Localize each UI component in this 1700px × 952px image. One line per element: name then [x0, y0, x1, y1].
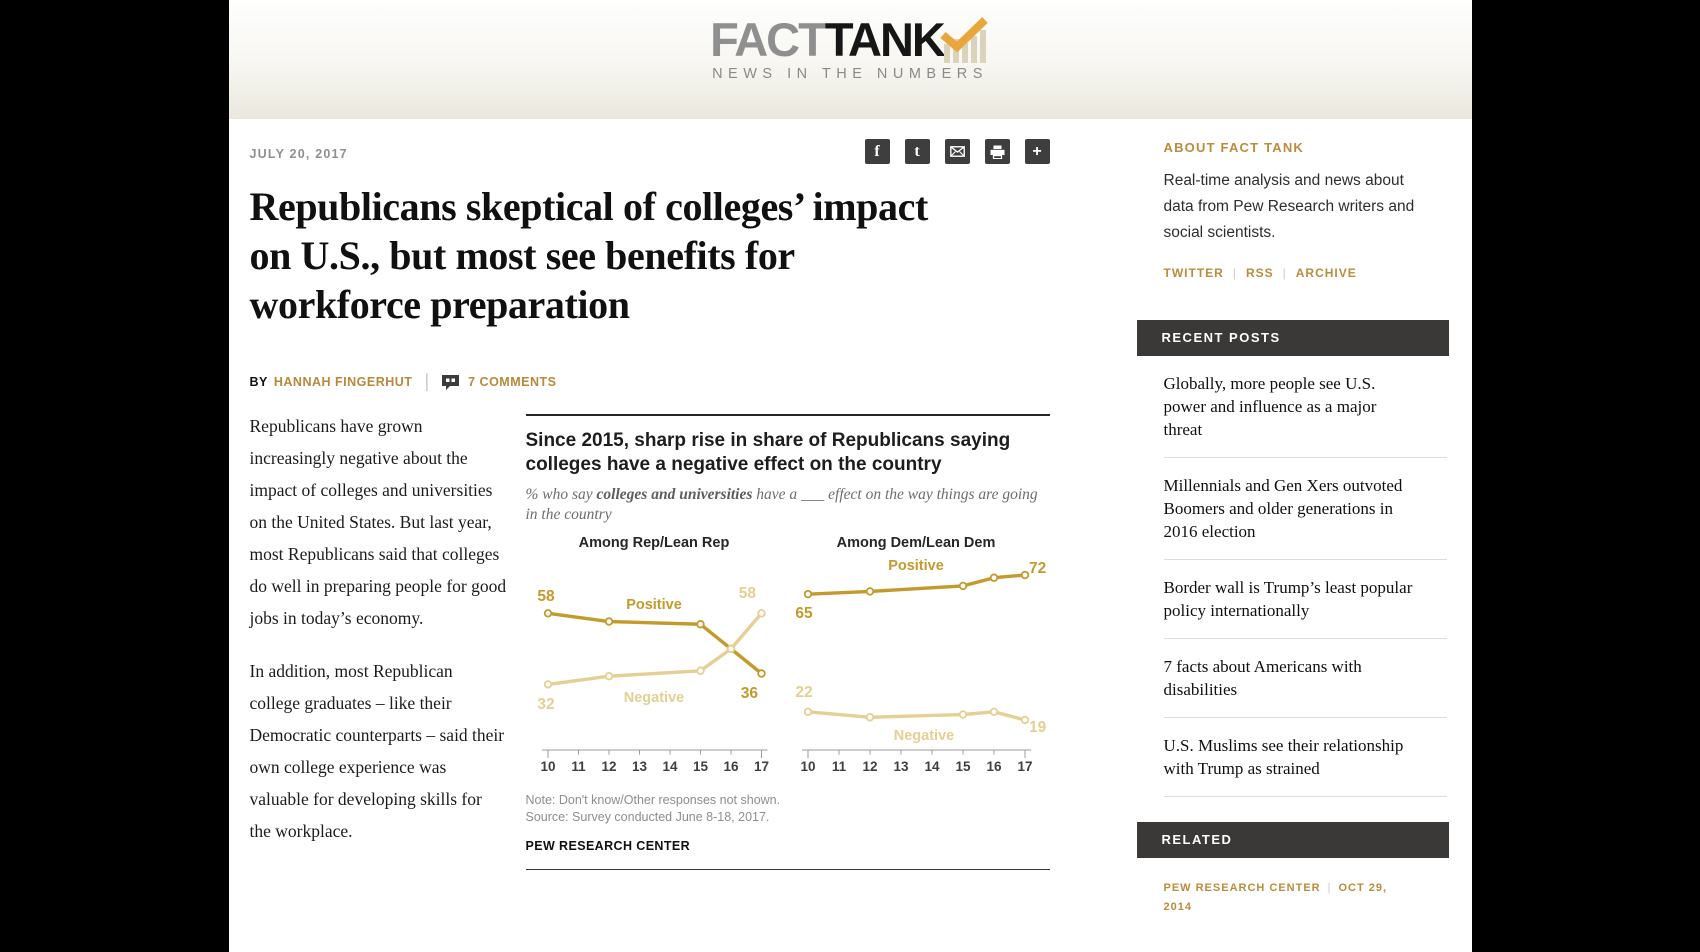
- email-share-icon[interactable]: [944, 139, 970, 164]
- svg-text:17: 17: [753, 759, 768, 774]
- comment-bubble-icon: [442, 374, 460, 390]
- printer-icon: [990, 145, 1004, 159]
- chart-subtitle-tail: have a ___ effect on the way things are …: [525, 486, 1038, 523]
- svg-text:11: 11: [831, 759, 846, 774]
- svg-text:16: 16: [723, 759, 739, 774]
- recent-post-link[interactable]: Globally, more people see U.S. power and…: [1163, 356, 1447, 458]
- recent-post-link[interactable]: Border wall is Trump’s least popular pol…: [1163, 560, 1447, 639]
- share-toolbar: f t +: [864, 139, 1050, 164]
- byline-by-label: BY: [249, 374, 268, 389]
- partisan-college-effect-chart: Among Rep/Lean Rep 10 11 12 13 14 15 16 17 Positi…: [526, 535, 1050, 782]
- svg-text:58: 58: [537, 588, 555, 605]
- chart-subtitle-emphasis: colleges and universities: [596, 486, 753, 503]
- bar-chart-arrow-icon: [940, 17, 988, 63]
- related-item-date: OCT 29, 2014: [1163, 882, 1388, 913]
- svg-text:19: 19: [1029, 719, 1047, 736]
- recent-post-link[interactable]: Millennials and Gen Xers outvoted Boomer…: [1163, 458, 1447, 560]
- twitter-share-icon[interactable]: t: [904, 139, 930, 164]
- masthead: FACT TANK NEWS IN THE NUMBERS: [228, 0, 1472, 119]
- svg-text:Positive: Positive: [626, 597, 682, 613]
- chart-subtitle-lead: % who say: [525, 486, 597, 503]
- chart-subtitle: % who say colleges and universities have…: [526, 485, 1050, 525]
- article-paragraph-2: In addition, most Republican college gra…: [249, 661, 505, 841]
- svg-text:10: 10: [800, 759, 815, 774]
- svg-text:16: 16: [986, 759, 1002, 774]
- recent-posts-list: Globally, more people see U.S. power and…: [1163, 356, 1447, 797]
- recent-post-link[interactable]: U.S. Muslims see their relationship with…: [1163, 718, 1447, 797]
- related-separator: |: [1327, 882, 1332, 894]
- chart-source-line: Source: Survey conducted June 8-18, 2017…: [525, 810, 770, 824]
- svg-text:65: 65: [795, 605, 813, 622]
- chart-note: Note: Don't know/Other responses not sho…: [526, 792, 1050, 826]
- svg-text:36: 36: [740, 685, 758, 702]
- svg-text:Among Dem/Lean Dem: Among Dem/Lean Dem: [836, 535, 995, 551]
- svg-text:15: 15: [955, 759, 971, 774]
- article-date: JULY 20, 2017: [249, 147, 348, 161]
- byline: BY HANNAH FINGERHUT | 7 COMMENTS: [250, 371, 557, 392]
- svg-text:Among Rep/Lean Rep: Among Rep/Lean Rep: [578, 535, 729, 551]
- svg-text:14: 14: [662, 759, 678, 774]
- svg-text:10: 10: [540, 759, 555, 774]
- svg-text:14: 14: [924, 759, 940, 774]
- sidebar: ABOUT FACT TANK Real-time analysis and n…: [1136, 140, 1449, 917]
- svg-text:Negative: Negative: [893, 728, 953, 744]
- rss-link[interactable]: RSS: [1245, 266, 1274, 280]
- article-paragraph-1: Republicans have grown increasingly nega…: [249, 416, 507, 628]
- about-heading: ABOUT FACT TANK: [1163, 140, 1305, 155]
- svg-text:15: 15: [692, 759, 708, 774]
- facttank-logo[interactable]: FACT TANK: [710, 16, 990, 63]
- logo-fact-text: FACT: [710, 13, 827, 66]
- print-share-icon[interactable]: [984, 139, 1010, 164]
- twitter-link[interactable]: TWITTER: [1163, 266, 1224, 280]
- chart-credit: PEW RESEARCH CENTER: [525, 839, 691, 853]
- comments-link[interactable]: 7 COMMENTS: [468, 374, 557, 389]
- byline-divider: |: [424, 371, 430, 391]
- svg-text:72: 72: [1029, 560, 1046, 577]
- envelope-icon: [949, 146, 965, 157]
- svg-text:58: 58: [738, 585, 756, 602]
- recent-posts-header: RECENT POSTS: [1136, 320, 1449, 356]
- about-links: TWITTER | RSS | ARCHIVE: [1164, 266, 1449, 280]
- author-link[interactable]: HANNAH FINGERHUT: [273, 374, 413, 389]
- svg-text:13: 13: [893, 759, 909, 774]
- svg-text:11: 11: [571, 759, 586, 774]
- svg-text:13: 13: [631, 759, 647, 774]
- link-separator: |: [1232, 266, 1237, 280]
- masthead-tagline: NEWS IN THE NUMBERS: [712, 66, 988, 82]
- related-header: RELATED: [1136, 822, 1449, 858]
- link-separator: |: [1282, 266, 1287, 280]
- related-item-source: PEW RESEARCH CENTER: [1163, 882, 1321, 894]
- svg-text:22: 22: [795, 684, 812, 701]
- about-fact-tank-section: ABOUT FACT TANK Real-time analysis and n…: [1137, 140, 1449, 280]
- recent-post-link[interactable]: 7 facts about Americans with disabilitie…: [1163, 639, 1447, 718]
- more-share-icon[interactable]: +: [1024, 139, 1050, 164]
- archive-link[interactable]: ARCHIVE: [1295, 266, 1357, 280]
- facebook-share-icon[interactable]: f: [864, 139, 890, 164]
- logo-tank-text: TANK: [824, 13, 946, 66]
- chart-note-line: Note: Don't know/Other responses not sho…: [525, 793, 781, 807]
- svg-text:12: 12: [862, 759, 877, 774]
- page: FACT TANK NEWS IN THE NUMBERS JULY 20, 20…: [228, 0, 1472, 952]
- article-title: Republicans skeptical of colleges’ impac…: [249, 184, 929, 327]
- chart-block: Since 2015, sharp rise in share of Repub…: [525, 414, 1050, 870]
- svg-text:Positive: Positive: [888, 558, 944, 574]
- chart-title: Since 2015, sharp rise in share of Repub…: [525, 430, 1011, 475]
- svg-text:32: 32: [537, 696, 554, 713]
- article-body: Since 2015, sharp rise in share of Repub…: [250, 410, 1050, 882]
- svg-text:12: 12: [601, 759, 616, 774]
- svg-text:17: 17: [1017, 759, 1032, 774]
- related-item-meta[interactable]: PEW RESEARCH CENTER | OCT 29, 2014: [1137, 858, 1417, 917]
- about-body: Real-time analysis and news about data f…: [1163, 172, 1415, 241]
- svg-text:Negative: Negative: [623, 690, 683, 706]
